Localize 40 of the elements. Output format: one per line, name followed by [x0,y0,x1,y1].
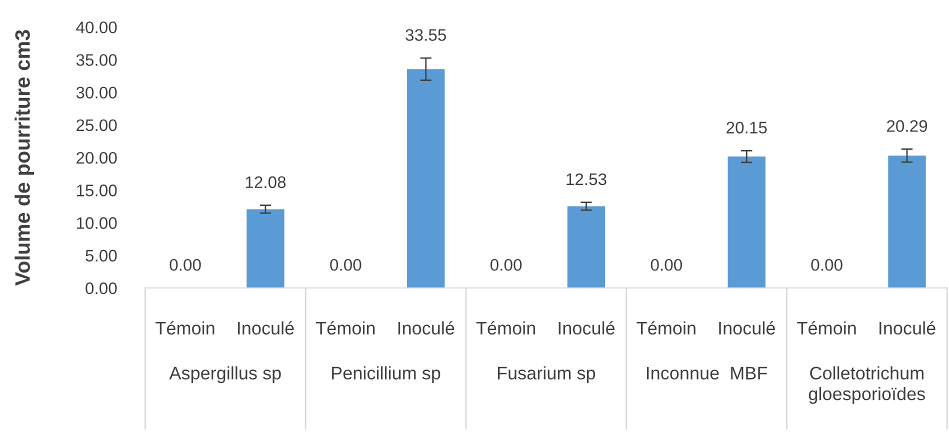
bar [728,156,766,288]
text: Fusarium sp [498,366,596,384]
x-tick-label: Témoin [476,321,535,335]
bar [407,69,445,288]
y-tick-label: 30.00 [76,86,117,99]
y-tick-label: 35.00 [76,54,117,66]
y-axis-title: Volume de pourriture cm3 [14,30,34,286]
y-tick-label: 25.00 [76,119,117,132]
data-label: 20.15 [726,122,767,134]
x-tick-label: Inoculé [398,321,454,335]
x-tick-label: Témoin [316,321,375,335]
data-label: 0.00 [650,259,682,271]
data-label: 33.55 [406,29,446,41]
bar [246,209,284,288]
text: Colletotrichum gloesporioïdes [808,366,925,404]
data-label: 12.53 [566,173,606,186]
data-label: 20.29 [886,120,928,132]
x-tick-label: Inoculé [719,321,775,335]
y-tick-label: 15.00 [76,184,117,196]
y-tick-label: 0.00 [86,282,117,294]
y-tick-label: 40.00 [76,21,117,34]
data-label: 0.00 [811,259,842,271]
x-tick-label: Inoculé [238,321,294,335]
x-tick-label: Témoin [797,321,856,335]
bar [888,156,926,288]
data-label: 0.00 [330,259,362,271]
x-tick-label: Témoin [636,321,696,335]
data-label: 12.08 [246,176,286,188]
data-label: 0.00 [170,259,201,271]
text: Inconnue MBF [646,366,768,380]
text: Penicillium sp [332,366,440,384]
y-tick-label: 5.00 [86,250,117,262]
text: Aspergillus sp [169,366,281,384]
y-tick-label: 20.00 [76,152,117,164]
bar [567,206,606,288]
x-tick-label: Inoculé [558,321,615,335]
y-tick-label: 10.00 [76,217,117,229]
x-tick-label: Témoin [156,321,214,335]
data-label: 0.00 [490,259,522,271]
x-tick-label: Inoculé [880,321,936,335]
